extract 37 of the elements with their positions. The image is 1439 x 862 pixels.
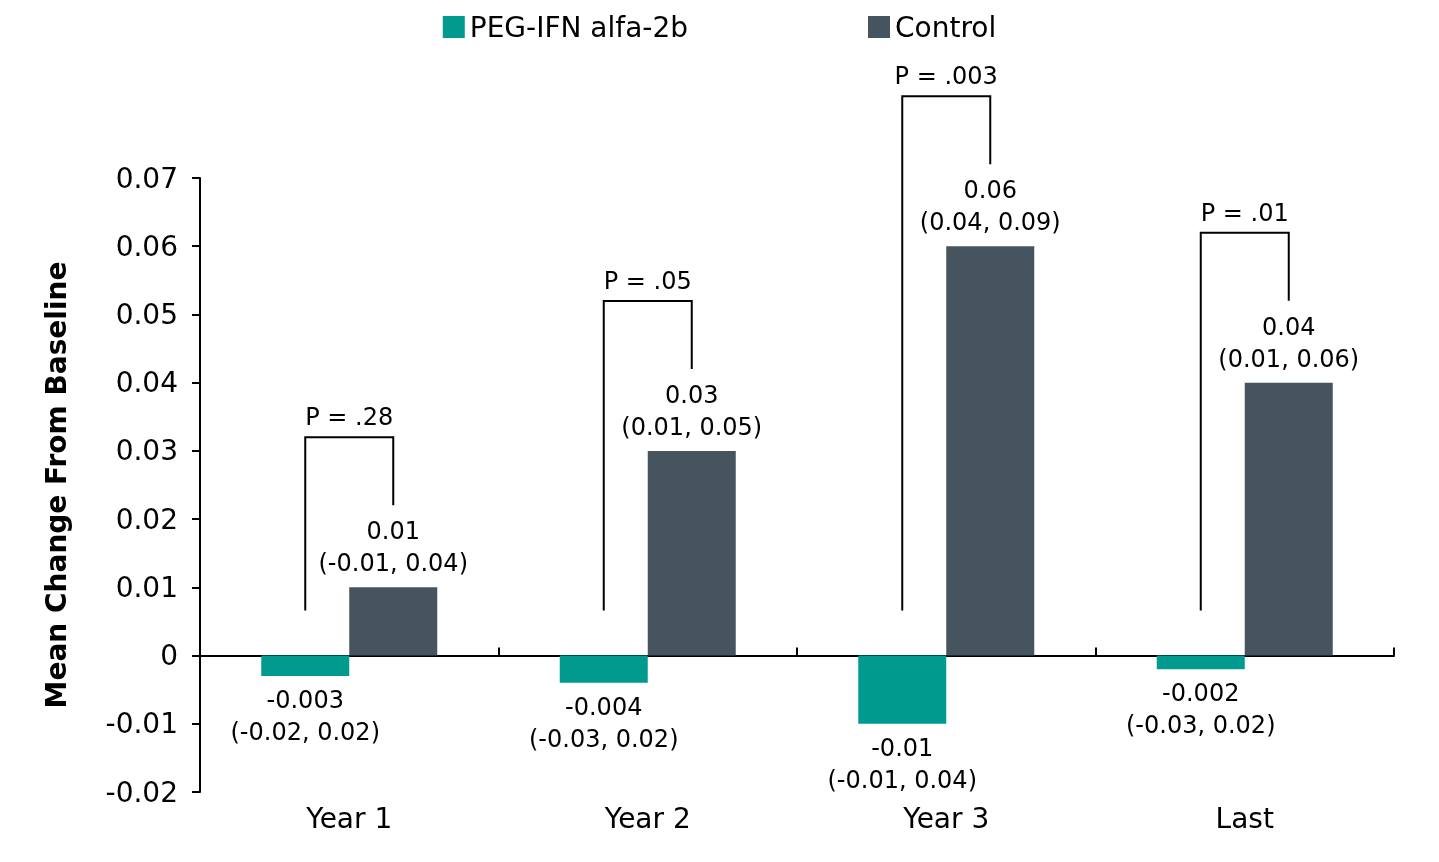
bar [858, 655, 947, 724]
data-label: -0.003 (-0.02, 0.02) [230, 686, 381, 747]
bar [349, 587, 438, 656]
bar [559, 655, 648, 683]
y-tick-label: 0.07 [115, 161, 178, 195]
data-label: -0.002 (-0.03, 0.02) [1125, 679, 1276, 740]
data-label: -0.004 (-0.03, 0.02) [528, 692, 679, 753]
data-label: -0.01 (-0.01, 0.04) [827, 733, 978, 794]
y-tick-label: 0.02 [115, 502, 178, 536]
y-tick-label: 0.04 [115, 366, 178, 400]
y-tick-label: -0.02 [105, 775, 178, 809]
data-label: 0.03 (0.01, 0.05) [621, 380, 763, 441]
y-tick-label: 0.03 [115, 434, 178, 468]
bar [946, 246, 1035, 656]
y-tick-label: 0.05 [115, 297, 178, 331]
bar [261, 655, 350, 677]
annotation: P = .01 [1200, 198, 1289, 227]
text: P = .003 [894, 62, 998, 91]
y-axis-title: Mean Change From Baseline [39, 261, 73, 709]
bar [1244, 382, 1333, 656]
x-tick-label: Year 3 [902, 801, 990, 835]
legend-label: Control [895, 10, 997, 44]
bar [1156, 655, 1245, 670]
bar [647, 450, 736, 656]
x-tick-label: Year 2 [603, 801, 691, 835]
data-label: 0.01 (-0.01, 0.04) [318, 517, 469, 578]
x-tick-label: Year 1 [305, 801, 393, 835]
x-tick-label: Last [1215, 801, 1274, 835]
data-label: 0.04 (0.01, 0.06) [1218, 312, 1360, 373]
y-tick-label: -0.01 [105, 707, 178, 741]
data-label: 0.06 (0.04, 0.09) [919, 176, 1061, 237]
y-tick-label: 0.06 [115, 229, 178, 263]
annotation: P = .28 [305, 403, 394, 432]
y-tick-label: 0 [160, 639, 178, 673]
legend-label: PEG-IFN alfa-2b [469, 10, 689, 44]
y-tick-label: 0.01 [115, 570, 178, 604]
annotation: P = .05 [603, 266, 692, 295]
